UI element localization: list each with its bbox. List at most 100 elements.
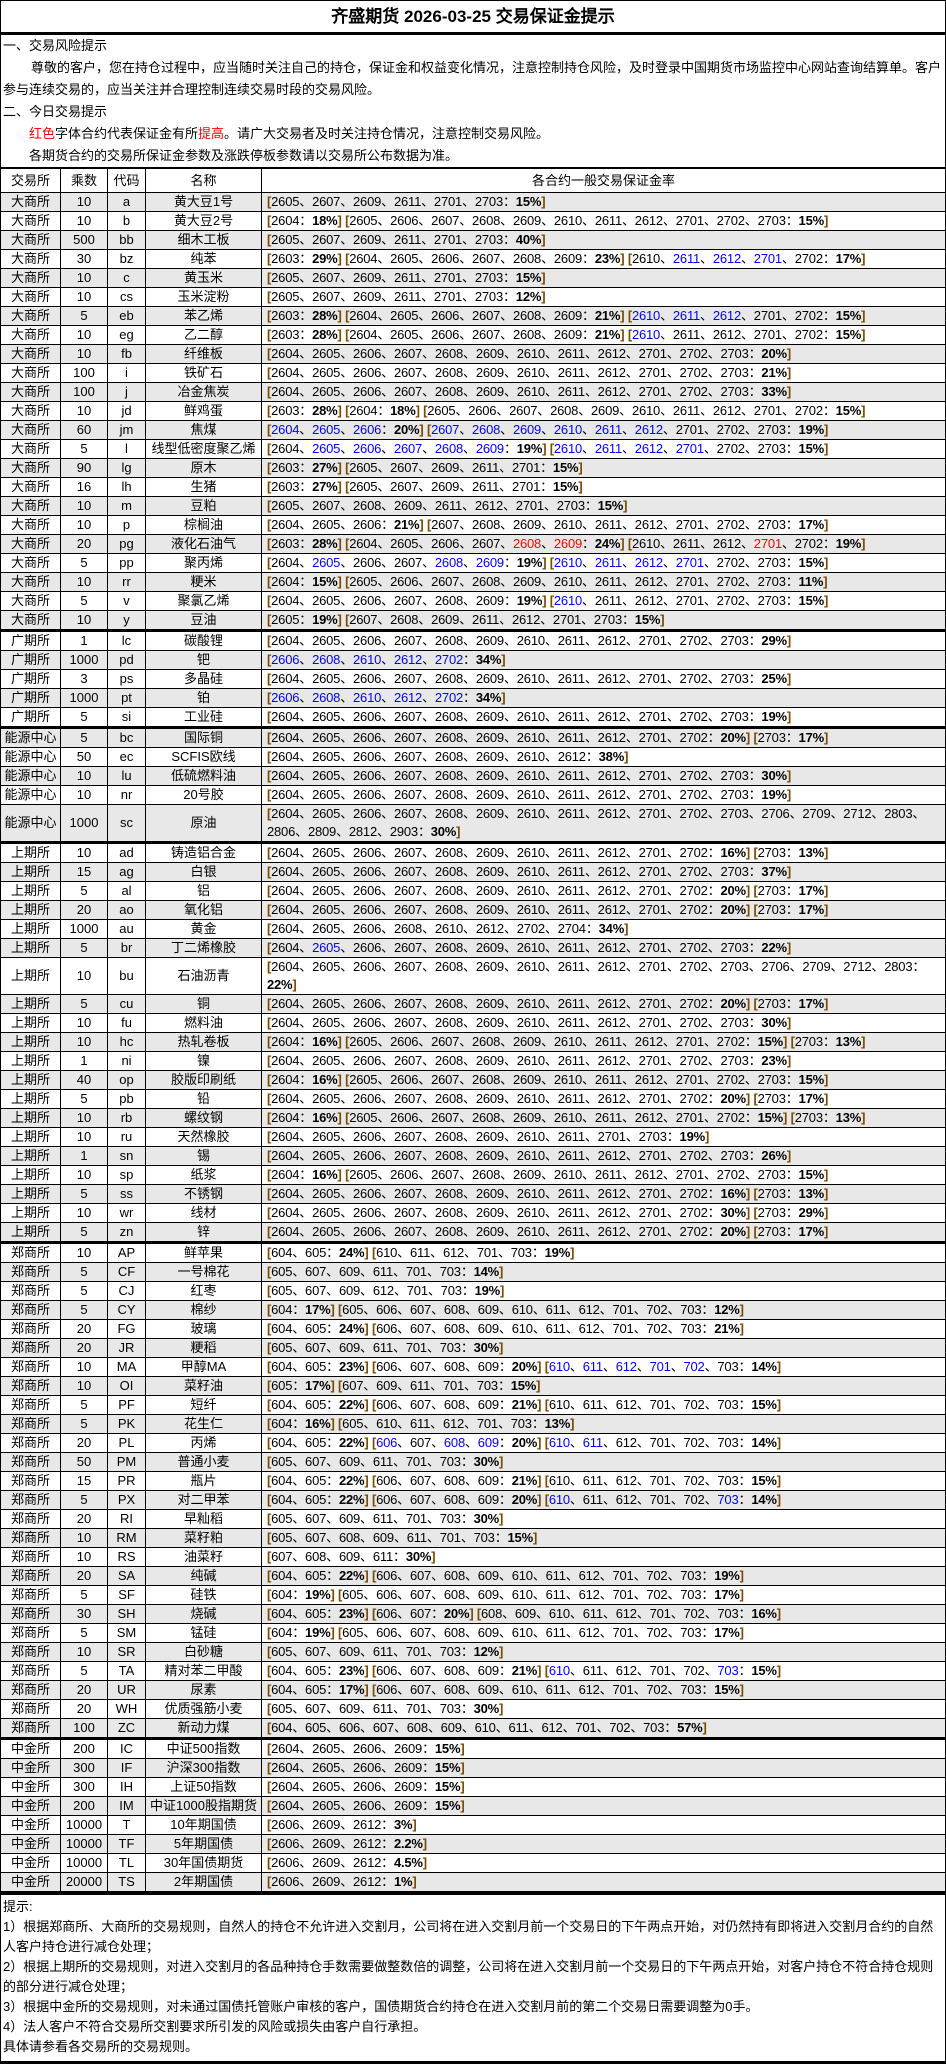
name-cell: 瓶片 [145,1471,262,1491]
contract-month: 2609 [512,422,542,437]
contract-month: 609 [477,1587,499,1602]
contract-month: 703 [717,1606,739,1621]
contract-month: 2605 [312,806,341,821]
bracket-open: [ [544,1473,549,1488]
contract-month: 2702 [679,1015,708,1030]
margin-rate-cell: [2604、2605、2606、2607、2608、2609、2610、2611… [261,1203,946,1223]
code-cell: bz [107,249,146,269]
contract-month: 2606 [353,730,382,745]
bracket-close: ] [337,612,342,627]
code-cell: y [107,610,146,631]
margin-rate-cell: [604：19%] [605、606、607、608、609、610、611、6… [261,1585,946,1605]
margin-rate: 20% [511,1492,538,1507]
contract-month: 605 [305,1663,327,1678]
bracket-open: [ [267,308,272,323]
contract-group: [605、607、609、611、701、703：30%] [267,1511,504,1526]
exchange-cell: 中金所 [0,1758,61,1778]
contract-group: [610、611、612、701、702、703：15%] [544,1473,781,1488]
contract-group: [2605、2606、2607、2608、2609、2610、2611、2612… [345,1110,788,1125]
contract-month: 611 [545,1302,566,1317]
contract-month: 605 [271,1378,293,1393]
code-cell: CY [107,1300,146,1320]
contract-month: 2605 [349,1034,378,1049]
multiplier-cell: 10 [60,1642,108,1662]
table-row: 中金所 10000 T 10年期国债 [2606、2609、2612：3%] [0,1815,946,1835]
exchange-cell: 上期所 [0,1203,61,1223]
margin-rate: 23% [594,251,621,266]
contract-month: 2706 [761,959,790,974]
margin-rate-cell: [2603：28%] [2604：18%] [2605、2606、2607、26… [261,401,946,421]
contract-group: [2610、2611、2612、2701、2702：15%] [627,308,866,323]
bracket-close: ] [460,1741,465,1756]
contract-month: 2702 [434,690,464,705]
margin-rate-cell: [604、605：23%] [606、607、608、609：21%] [610… [261,1661,946,1681]
exchange-cell: 郑商所 [0,1300,61,1320]
code-cell: RS [107,1547,146,1567]
bracket-close: ] [660,612,665,627]
contract-month: 2702 [679,1186,708,1201]
bracket-close: ] [578,460,583,475]
contract-month: 2703 [757,883,786,898]
contract-month: 2604 [271,1760,300,1775]
contract-month: 2610 [553,555,583,570]
contract-month: 607 [409,1435,432,1450]
contract-month: 607 [305,1283,327,1298]
margin-rate-cell: [604：17%] [605、606、607、608、609、610、611、6… [261,1300,946,1320]
multiplier-cell: 5 [60,707,108,728]
exchange-cell: 上期所 [0,957,61,995]
bracket-close: ] [337,1034,342,1049]
contract-month: 612 [442,1245,465,1260]
bracket-close: ] [620,251,625,266]
contract-month: 2610 [516,1053,545,1068]
contract-month: 2702 [679,1205,708,1220]
margin-rate-cell: [605、607、609、611、701、703：14%] [261,1262,946,1282]
table-row: 郑商所 5 PK 花生仁 [604：16%] [605、610、611、612、701、… [0,1414,946,1434]
contract-group: [2604、2605、2606、2607、2608、2609、2610、2611… [267,1148,791,1163]
contract-month: 2611 [672,536,701,551]
name-cell: SCFIS欧线 [145,747,262,767]
contract-month: 703 [680,1302,702,1317]
margin-rate-cell: [2604、2605、2606、2607、2608、2609、2610、2611… [261,766,946,786]
margin-rate: 20% [393,422,420,437]
contract-month: 2702 [679,902,708,917]
bracket-open: [ [371,1606,377,1621]
table-body: 大商所 10 a 黄大豆1号 [2605、2607、2609、2611、2701、270… [0,192,946,1892]
name-cell: 油菜籽 [145,1547,262,1567]
margin-rate-cell: [2605、2607、2609、2611、2701、2703：40%] [261,230,946,250]
contract-group: [608、609、610、611、612、701、702、703：16%] [476,1606,781,1621]
contract-month: 2605 [312,709,341,724]
bracket-open: [ [338,1416,343,1431]
contract-month: 2703 [474,270,503,285]
bracket-open: [ [267,1167,272,1182]
code-cell: SH [107,1604,146,1624]
contract-month: 604 [271,1568,293,1583]
contract-group: [604、605：23%] [267,1359,369,1374]
table-row: 上期所 10 wr 线材 [2604、2605、2606、2607、2608、2609、… [0,1203,946,1223]
bracket-close: ] [786,671,791,686]
contract-group: [610、611、612、701、702、703：14%] [544,1492,781,1507]
contract-group: [2604、2605、2606、2607、2608、2609：19%] [267,593,547,608]
name-cell: 玉米淀粉 [145,287,262,307]
margin-rate: 27% [312,460,338,475]
name-cell: 螺纹钢 [145,1108,262,1128]
contract-month: 2701 [638,959,667,974]
bracket-open: [ [476,1606,482,1621]
code-cell: ec [107,747,146,767]
bracket-close: ] [745,1224,751,1239]
contract-month: 608 [481,1606,503,1621]
bracket-open: [ [345,403,350,418]
contract-month: 701 [649,1359,671,1374]
bracket-open: [ [426,422,432,437]
contract-month: 2606 [271,1874,300,1889]
bracket-close: ] [337,308,342,323]
contract-month: 608 [443,1663,465,1678]
contract-month: 611 [372,1264,393,1279]
contract-month: 2701 [433,270,463,285]
bracket-open: [ [267,270,272,285]
contract-month: 2604 [271,1798,300,1813]
margin-rate: 12% [515,289,542,304]
table-row: 郑商所 30 SH 烧碱 [604、605：23%] [606、607：20%] [60… [0,1604,946,1624]
bracket-open: [ [544,1397,549,1412]
contract-month: 2609 [475,441,504,456]
margin-rate: 19% [761,709,787,724]
